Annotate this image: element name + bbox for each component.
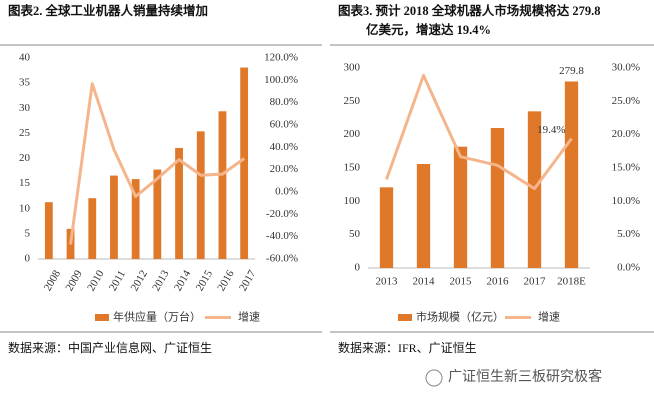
y2-tick-label: 15.0%	[612, 162, 640, 174]
bar	[490, 128, 505, 268]
legend-label: 市场规模（亿元）	[416, 310, 504, 324]
y2-tick-label: -60.0%	[266, 253, 298, 265]
y2-tick-label: 25.0%	[612, 95, 640, 107]
chart-title: 图表3. 预计 2018 全球机器人市场规模将达 279.8	[338, 3, 601, 18]
y-tick-label: 200	[344, 128, 361, 140]
x-tick-label: 2015	[194, 268, 216, 293]
x-tick-label: 2012	[129, 268, 150, 293]
y-tick-label: 15	[19, 177, 31, 189]
y-tick-label: 100	[344, 195, 361, 207]
legend-swatch	[398, 314, 412, 321]
y-tick-label: 50	[349, 228, 361, 240]
y2-tick-label: -40.0%	[266, 230, 298, 242]
bar	[453, 146, 468, 268]
bar	[44, 202, 53, 259]
watermark: 广证恒生新三板研究极客	[448, 368, 602, 385]
data-label: 19.4%	[537, 124, 565, 136]
y-tick-label: 30	[19, 102, 31, 114]
y2-tick-label: 60.0%	[270, 119, 298, 131]
watermark-icon	[425, 369, 443, 387]
y2-tick-label: 30.0%	[612, 62, 640, 74]
bar	[379, 187, 394, 268]
y2-tick-label: 20.0%	[270, 163, 298, 175]
y-tick-label: 25	[19, 127, 31, 139]
x-tick-label: 2008	[42, 268, 64, 293]
bar	[131, 179, 140, 259]
x-tick-label: 2015	[450, 276, 473, 288]
x-tick-label: 2010	[85, 268, 107, 293]
y-tick-label: 0	[25, 253, 31, 265]
y-tick-label: 150	[344, 162, 361, 174]
y2-tick-label: 120.0%	[264, 52, 298, 64]
y-tick-label: 0	[355, 262, 361, 274]
bar	[110, 175, 118, 259]
y-tick-label: 300	[344, 62, 361, 74]
y2-tick-label: 0.0%	[617, 262, 640, 274]
source: 数据来源：IFR、广证恒生	[338, 340, 477, 355]
y-tick-label: 40	[19, 52, 31, 64]
data-label: 279.8	[559, 65, 584, 77]
x-tick-label: 2017	[524, 276, 547, 288]
x-tick-label: 2014	[172, 268, 194, 293]
chart-title: 图表2. 全球工业机器人销量持续增加	[8, 3, 208, 18]
legend-label: 增速	[538, 310, 560, 324]
line	[69, 82, 246, 245]
legend-label: 年供应量（万台）	[113, 310, 201, 324]
legend-swatch	[95, 314, 109, 321]
bar	[88, 198, 97, 259]
chart-title: 亿美元，增速达 19.4%	[366, 22, 491, 37]
x-tick-label: 2017	[237, 268, 259, 293]
y2-tick-label: 5.0%	[617, 228, 640, 240]
bar	[196, 131, 205, 259]
y-tick-label: 5	[25, 227, 31, 239]
bar	[218, 111, 227, 259]
x-tick-label: 2016	[215, 268, 237, 293]
x-tick-label: 2013	[376, 276, 399, 288]
x-tick-label: 2009	[63, 268, 85, 293]
y-tick-label: 250	[344, 95, 361, 107]
x-tick-label: 2016	[487, 276, 510, 288]
legend-label: 增速	[238, 310, 260, 324]
y-tick-label: 20	[19, 152, 31, 164]
y-tick-label: 10	[19, 202, 31, 214]
source: 数据来源：中国产业信息网、广证恒生	[8, 340, 212, 355]
x-tick-label: 2014	[413, 276, 436, 288]
y2-tick-label: 0.0%	[275, 186, 298, 198]
bar	[175, 147, 183, 259]
y2-tick-label: 10.0%	[612, 195, 640, 207]
line	[385, 73, 573, 191]
y2-tick-label: 80.0%	[270, 96, 298, 108]
bar	[564, 81, 579, 268]
y2-tick-label: -20.0%	[266, 208, 298, 220]
bar	[153, 169, 162, 259]
x-tick-label: 2011	[107, 268, 128, 293]
y-tick-label: 35	[19, 77, 31, 89]
y2-tick-label: 40.0%	[270, 141, 298, 153]
bar	[240, 67, 249, 259]
y2-tick-label: 20.0%	[612, 128, 640, 140]
bar	[416, 164, 431, 268]
x-tick-label: 2018E	[557, 276, 586, 288]
x-tick-label: 2013	[150, 268, 172, 293]
y2-tick-label: 100.0%	[264, 74, 298, 86]
